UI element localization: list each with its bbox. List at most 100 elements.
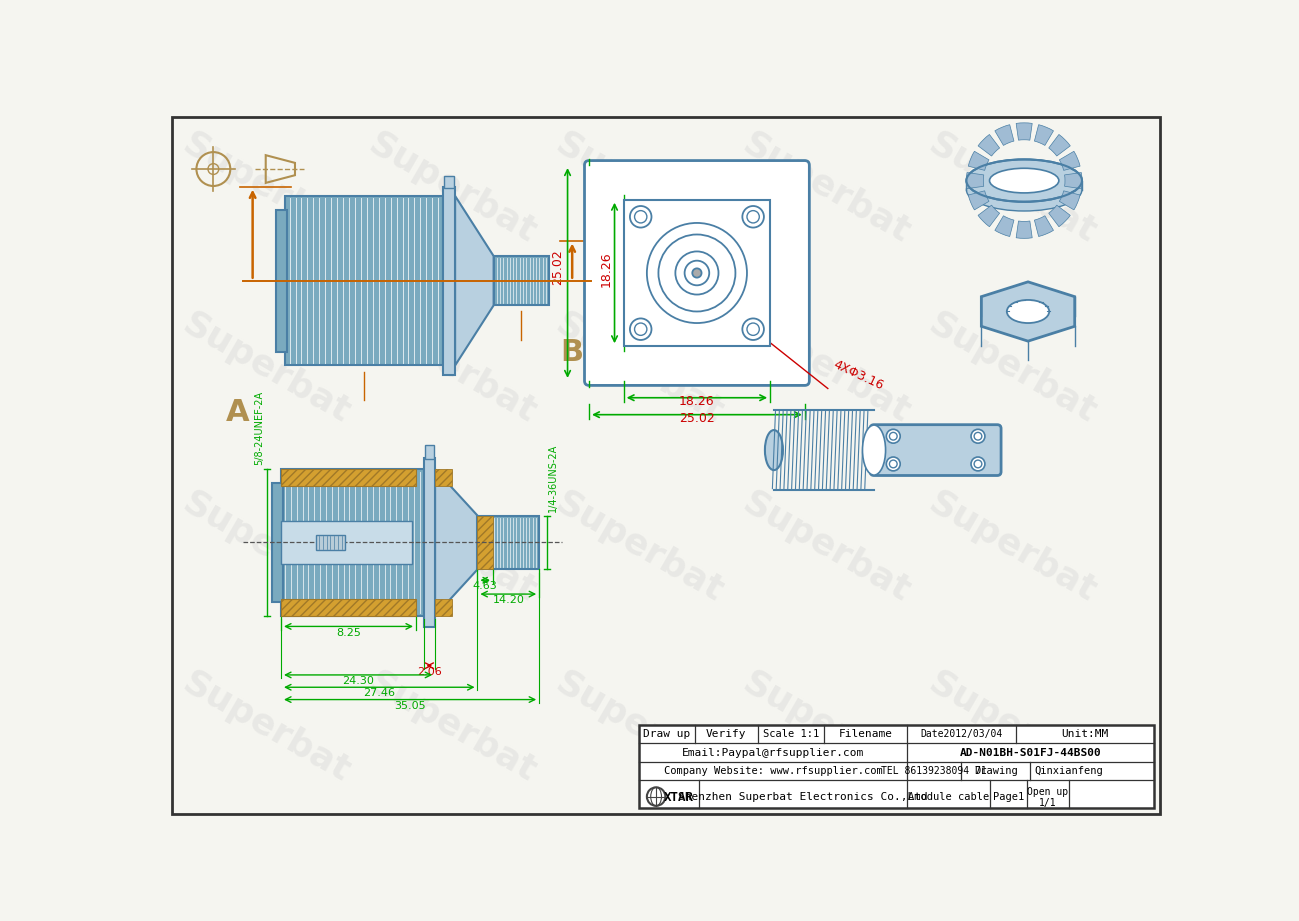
Circle shape — [742, 206, 764, 227]
Circle shape — [747, 211, 760, 223]
Text: Superbat: Superbat — [549, 486, 729, 610]
Text: TEL 86139238094 71: TEL 86139238094 71 — [881, 766, 987, 776]
Wedge shape — [966, 172, 983, 189]
Wedge shape — [1060, 191, 1079, 210]
Bar — [478, 516, 539, 569]
Polygon shape — [981, 282, 1074, 341]
Text: Draw up: Draw up — [643, 729, 691, 740]
Circle shape — [659, 235, 735, 311]
Wedge shape — [978, 205, 1000, 227]
Bar — [271, 484, 283, 601]
Circle shape — [647, 223, 747, 323]
Bar — [443, 187, 455, 375]
Circle shape — [972, 429, 985, 443]
Text: Amodule cable: Amodule cable — [908, 792, 990, 802]
Text: Superbat: Superbat — [922, 126, 1103, 250]
Bar — [425, 446, 434, 460]
Bar — [281, 470, 416, 486]
Text: 25.02: 25.02 — [552, 249, 565, 285]
Ellipse shape — [868, 438, 879, 462]
Text: 1/4-36UNS-2A: 1/4-36UNS-2A — [548, 443, 559, 512]
Bar — [284, 196, 443, 366]
Ellipse shape — [865, 430, 883, 470]
Bar — [316, 535, 346, 550]
Wedge shape — [1016, 122, 1033, 140]
Circle shape — [634, 211, 647, 223]
Text: Company Website: www.rfsupplier.com: Company Website: www.rfsupplier.com — [664, 766, 882, 776]
Bar — [423, 458, 435, 627]
Text: 35.05: 35.05 — [395, 701, 426, 711]
Circle shape — [974, 460, 982, 468]
Text: Unit:MM: Unit:MM — [1061, 729, 1108, 740]
Text: 27.46: 27.46 — [364, 689, 395, 698]
Text: Page1: Page1 — [994, 792, 1025, 802]
Text: Superbat: Superbat — [922, 307, 1103, 429]
Text: Superbat: Superbat — [737, 307, 916, 429]
Text: Superbat: Superbat — [362, 486, 542, 610]
Wedge shape — [995, 124, 1015, 146]
Text: Superbat: Superbat — [362, 666, 542, 789]
Circle shape — [972, 457, 985, 471]
Polygon shape — [455, 196, 494, 366]
Text: Superbat: Superbat — [175, 666, 356, 789]
Wedge shape — [995, 216, 1015, 237]
Circle shape — [634, 323, 647, 335]
Text: 18.26: 18.26 — [679, 395, 714, 408]
Wedge shape — [978, 134, 1000, 156]
Text: Qinxianfeng: Qinxianfeng — [1034, 766, 1103, 776]
Bar — [494, 256, 549, 306]
Text: Superbat: Superbat — [737, 126, 916, 250]
Ellipse shape — [990, 169, 1059, 192]
Wedge shape — [1034, 124, 1053, 146]
Text: 8.25: 8.25 — [336, 627, 361, 637]
Circle shape — [747, 323, 760, 335]
Ellipse shape — [966, 169, 1082, 211]
Ellipse shape — [1007, 300, 1050, 323]
Text: Email:Paypal@rfsupplier.com: Email:Paypal@rfsupplier.com — [682, 748, 864, 758]
Text: 18.26: 18.26 — [599, 251, 612, 287]
FancyBboxPatch shape — [585, 160, 809, 385]
FancyBboxPatch shape — [870, 425, 1002, 475]
Text: 5/8-24UNEF-2A: 5/8-24UNEF-2A — [255, 391, 265, 465]
Text: Superbat: Superbat — [549, 666, 729, 789]
Circle shape — [886, 429, 900, 443]
Text: AD-N01BH-S01FJ-44BS00: AD-N01BH-S01FJ-44BS00 — [960, 748, 1102, 758]
Text: Open up
1/1: Open up 1/1 — [1028, 787, 1069, 808]
Text: A: A — [226, 398, 249, 426]
Text: Verify: Verify — [705, 729, 747, 740]
Ellipse shape — [765, 430, 783, 470]
Wedge shape — [968, 191, 989, 210]
Circle shape — [974, 432, 982, 440]
Circle shape — [685, 261, 709, 286]
Text: 2.06: 2.06 — [417, 667, 442, 677]
Wedge shape — [1065, 172, 1082, 189]
Text: Superbat: Superbat — [737, 666, 916, 789]
Bar — [478, 516, 492, 569]
Bar — [275, 210, 287, 352]
Wedge shape — [968, 151, 989, 170]
Text: Date2012/03/04: Date2012/03/04 — [921, 729, 1003, 740]
Circle shape — [886, 457, 900, 471]
Bar — [624, 200, 770, 346]
Text: 4XΦ3.16: 4XΦ3.16 — [831, 358, 886, 393]
Text: Superbat: Superbat — [549, 126, 729, 250]
Bar — [639, 725, 1154, 808]
Text: 25.02: 25.02 — [679, 413, 714, 426]
Text: Drawing: Drawing — [974, 766, 1017, 776]
Wedge shape — [1048, 205, 1070, 227]
Bar — [281, 521, 412, 564]
Polygon shape — [874, 428, 998, 472]
Bar — [281, 470, 423, 615]
Text: 14.20: 14.20 — [492, 595, 525, 605]
Text: Shenzhen Superbat Electronics Co.,Ltd: Shenzhen Superbat Electronics Co.,Ltd — [678, 792, 927, 802]
Text: 4.63: 4.63 — [473, 581, 498, 591]
Wedge shape — [1060, 151, 1079, 170]
Text: Superbat: Superbat — [362, 307, 542, 429]
Text: Superbat: Superbat — [737, 486, 916, 610]
Text: Superbat: Superbat — [922, 666, 1103, 789]
Text: Superbat: Superbat — [549, 307, 729, 429]
Text: B: B — [561, 338, 583, 367]
Text: Superbat: Superbat — [362, 126, 542, 250]
Circle shape — [890, 460, 898, 468]
Circle shape — [630, 206, 652, 227]
